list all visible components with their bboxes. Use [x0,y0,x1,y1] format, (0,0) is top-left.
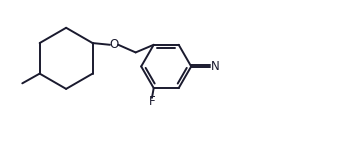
Text: F: F [149,95,155,108]
Text: N: N [211,60,219,73]
Text: O: O [110,38,119,51]
